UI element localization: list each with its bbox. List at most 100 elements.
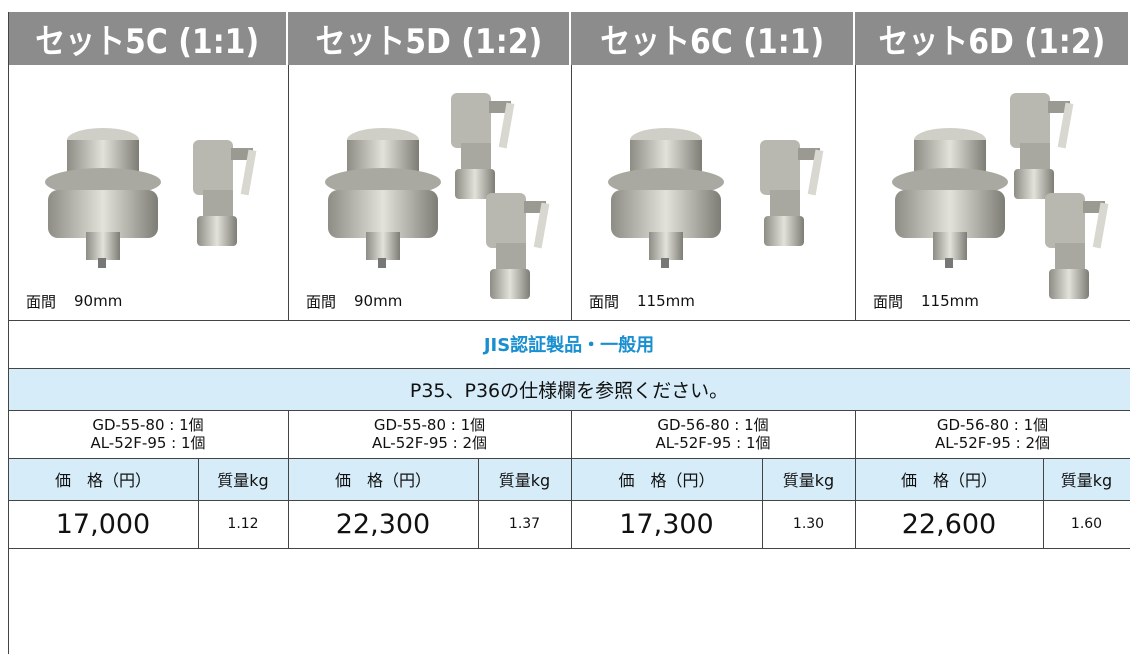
- column-line: [762, 458, 763, 548]
- row-line: [8, 410, 1130, 411]
- weight: 1.60: [1043, 500, 1130, 548]
- column-line: [571, 410, 572, 548]
- set-title-text: セット6D (1:2): [878, 22, 1105, 62]
- valve-illustration: [892, 128, 1008, 268]
- spec-note-row: P35、P36の仕様欄を参照ください。: [8, 368, 1130, 410]
- price-text: 22,300: [335, 508, 431, 540]
- component: GD-56-80 : 1個: [936, 416, 1049, 434]
- weight-header-text: 質量kg: [217, 471, 269, 490]
- weight-header: 質量kg: [762, 458, 855, 500]
- price: 17,300: [571, 500, 762, 548]
- weight-header: 質量kg: [1043, 458, 1130, 500]
- price-header-text: 価 格（円）: [54, 471, 151, 490]
- weight: 1.30: [762, 500, 855, 548]
- row-line: [8, 368, 1130, 369]
- weight-header: 質量kg: [198, 458, 288, 500]
- price-header-text: 価 格（円）: [900, 471, 997, 490]
- set-title-text: セット5C (1:1): [35, 22, 259, 62]
- column-line: [855, 410, 856, 548]
- component: GD-55-80 : 1個: [92, 416, 204, 434]
- price-text: 17,000: [55, 508, 151, 540]
- product-image: [8, 65, 288, 320]
- component: AL-52F-95 : 1個: [655, 434, 771, 452]
- price-header: 価 格（円）: [288, 458, 478, 500]
- weight: 1.12: [198, 500, 288, 548]
- row-line: [8, 500, 1130, 501]
- component: AL-52F-95 : 2個: [371, 434, 488, 452]
- image-caption-text: 面間: [589, 292, 620, 311]
- set-title-text: セット5D (1:2): [315, 22, 542, 62]
- column-line: [478, 458, 479, 548]
- weight-header-text: 質量kg: [498, 471, 551, 490]
- column-line: [571, 65, 572, 320]
- category-row: JIS認証製品・一般用: [8, 320, 1130, 368]
- components: GD-55-80 : 1個 AL-52F-95 : 2個: [288, 410, 571, 458]
- weight: 1.37: [478, 500, 571, 548]
- row-line: [8, 458, 1130, 459]
- fitting-illustration: [1010, 93, 1074, 199]
- fitting-illustration: [193, 140, 257, 246]
- row-line: [8, 320, 1130, 321]
- weight-header-text: 質量kg: [1060, 471, 1113, 490]
- components: GD-56-80 : 1個 AL-52F-95 : 2個: [855, 410, 1130, 458]
- valve-illustration: [325, 128, 441, 268]
- fitting-illustration: [486, 193, 550, 299]
- product-image: [288, 65, 571, 320]
- column-line: [198, 458, 199, 548]
- spec-note-row-text: P35、P36の仕様欄を参照ください。: [409, 379, 729, 402]
- caption-value: 90mm: [354, 292, 403, 310]
- price: 17,000: [8, 500, 198, 548]
- column-line: [288, 410, 289, 548]
- fitting-illustration: [451, 93, 515, 199]
- caption-value: 115mm: [637, 292, 695, 310]
- weight-text: 1.12: [227, 516, 259, 532]
- product-image: [571, 65, 855, 320]
- price-text: 17,300: [619, 508, 714, 540]
- weight-text: 1.60: [1070, 516, 1103, 532]
- components: GD-55-80 : 1個 AL-52F-95 : 1個: [8, 410, 288, 458]
- price-text: 22,600: [901, 508, 997, 540]
- components: GD-56-80 : 1個 AL-52F-95 : 1個: [571, 410, 855, 458]
- set-title-text: セット6C (1:1): [600, 22, 824, 62]
- image-caption: 面間 90mm: [306, 290, 402, 312]
- weight-header-text: 質量kg: [782, 471, 835, 490]
- weight-text: 1.37: [508, 516, 541, 532]
- set-title: セット6C (1:1): [571, 12, 855, 65]
- price: 22,600: [855, 500, 1043, 548]
- row-line: [8, 548, 1130, 549]
- price-header: 価 格（円）: [8, 458, 198, 500]
- caption-value: 90mm: [74, 292, 123, 310]
- image-caption-text: 面間: [306, 292, 337, 311]
- product-image: [855, 65, 1130, 320]
- price-header: 価 格（円）: [855, 458, 1043, 500]
- price-header-text: 価 格（円）: [334, 471, 431, 490]
- price-header: 価 格（円）: [571, 458, 762, 500]
- set-title: セット5D (1:2): [288, 12, 571, 65]
- valve-illustration: [608, 128, 724, 268]
- column-line: [1043, 458, 1044, 548]
- price: 22,300: [288, 500, 478, 548]
- caption-value: 115mm: [921, 292, 979, 310]
- category-row-text: JIS認証製品・一般用: [483, 335, 655, 356]
- image-caption: 面間 115mm: [873, 290, 979, 312]
- column-line: [8, 12, 9, 654]
- column-line: [288, 65, 289, 320]
- image-caption-text: 面間: [26, 292, 57, 311]
- fitting-illustration: [760, 140, 824, 246]
- image-caption-text: 面間: [873, 292, 904, 311]
- component: GD-55-80 : 1個: [373, 416, 486, 434]
- image-caption: 面間 90mm: [26, 290, 122, 312]
- column-line: [855, 65, 856, 320]
- fitting-illustration: [1045, 193, 1109, 299]
- component: AL-52F-95 : 1個: [90, 434, 206, 452]
- set-title: セット5C (1:1): [8, 12, 288, 65]
- component: AL-52F-95 : 2個: [934, 434, 1051, 452]
- component: GD-56-80 : 1個: [657, 416, 769, 434]
- weight-header: 質量kg: [478, 458, 571, 500]
- image-caption: 面間 115mm: [589, 290, 695, 312]
- valve-illustration: [45, 128, 161, 268]
- price-header-text: 価 格（円）: [618, 471, 715, 490]
- weight-text: 1.30: [792, 516, 825, 532]
- set-title: セット6D (1:2): [855, 12, 1130, 65]
